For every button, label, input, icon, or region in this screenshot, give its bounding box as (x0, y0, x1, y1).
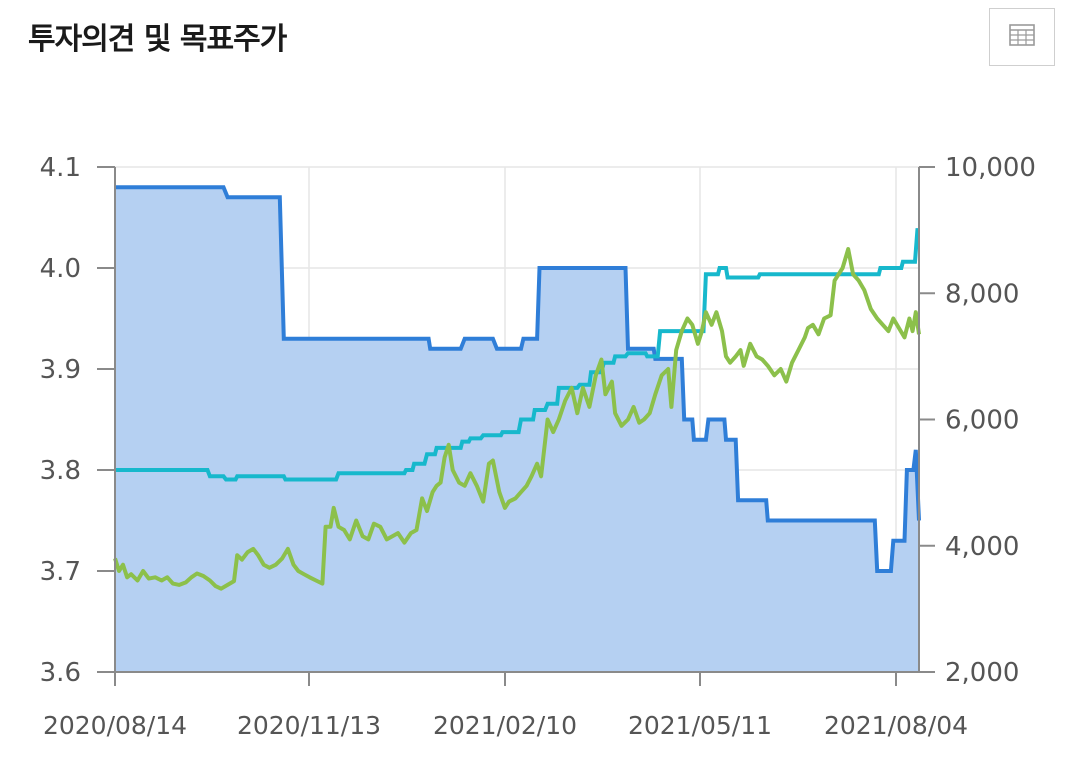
opinion-series-line (115, 185, 921, 573)
stock-price-series-line (113, 247, 921, 591)
page-title: 투자의견 및 목표주가 (28, 22, 287, 57)
x-tick-label: 2020/11/13 (237, 711, 381, 740)
y-left-tick-label: 3.8 (40, 456, 81, 486)
y-left-tick-label: 3.7 (40, 557, 81, 587)
y-right-tick-label: 4,000 (945, 532, 1019, 562)
y-right-tick-label: 8,000 (945, 279, 1019, 309)
y-left-tick-label: 4.0 (40, 254, 81, 284)
y-left-tick-label: 4.1 (40, 153, 81, 183)
opinion-area-fill (115, 187, 919, 672)
table-grid-icon (1009, 24, 1035, 50)
y-right-tick-label: 6,000 (945, 406, 1019, 436)
x-tick-label: 2020/08/14 (43, 711, 187, 740)
y-left-tick-label: 3.9 (40, 355, 81, 385)
y-right-tick-label: 10,000 (945, 153, 1036, 183)
x-tick-label: 2021/02/10 (433, 711, 577, 740)
x-tick-label: 2021/08/04 (824, 711, 968, 740)
y-right-tick-label: 2,000 (945, 658, 1019, 688)
y-left-tick-label: 3.6 (40, 658, 81, 688)
target-price-series-line (115, 228, 920, 482)
x-tick-label: 2021/05/11 (628, 711, 772, 740)
table-view-button[interactable] (989, 8, 1055, 66)
